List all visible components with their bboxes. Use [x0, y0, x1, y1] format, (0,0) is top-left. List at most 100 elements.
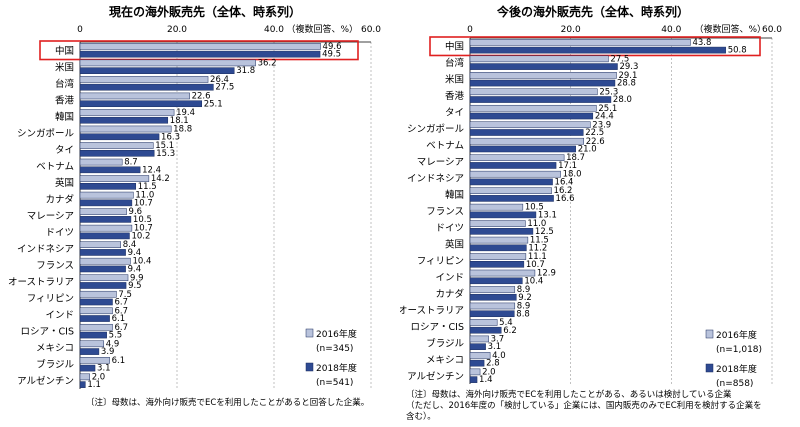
- value-label-2016: 18.8: [173, 125, 192, 135]
- category-label: アルゼンチン: [407, 370, 464, 382]
- value-label-2018: 31.8: [236, 66, 255, 76]
- bar-2016: [469, 269, 536, 277]
- category-label: 台湾: [445, 57, 465, 69]
- bar-2018: [469, 162, 557, 169]
- bar-2016: [469, 302, 516, 310]
- bar-2016: [469, 39, 691, 46]
- current-sales-chart: 現在の海外販売先（全体、時系列） （複数回答、%） 0 20.0 40.0 60.0 中国 4…: [8, 4, 381, 390]
- bar-2018: [79, 133, 160, 141]
- legend-label-2016: 2016年度: [316, 328, 357, 340]
- bar-2016: [469, 187, 552, 194]
- value-label-2016: 5.4: [499, 318, 513, 328]
- bar-2018: [79, 166, 141, 174]
- category-label: 中国: [55, 45, 74, 57]
- value-label-2016: 14.2: [151, 174, 170, 184]
- unit-label: （複数回答、%）: [286, 23, 358, 35]
- bar-2018: [79, 381, 86, 388]
- value-label-2018: 15.3: [156, 149, 175, 159]
- value-label-2016: 26.4: [210, 75, 229, 85]
- value-label-2016: 18.0: [563, 170, 582, 180]
- bar-2018: [79, 364, 96, 372]
- category-label: 韓国: [445, 190, 464, 201]
- bar-2018: [469, 46, 726, 54]
- bar-2018: [79, 116, 169, 124]
- bar-2016: [79, 224, 133, 232]
- bar-2018: [469, 112, 594, 120]
- x-tick-label: 20.0: [561, 25, 581, 35]
- category-label: カナダ: [45, 193, 74, 205]
- category-label: インド: [45, 310, 74, 321]
- category-label: メキシコ: [36, 343, 74, 354]
- value-label-2018: 16.3: [161, 132, 180, 142]
- bar-2016: [79, 191, 134, 199]
- footnote-future-line: 〔注〕母数は、海外向け販売でECを利用したことがある、あるいは検討している企業: [406, 390, 732, 400]
- value-label-2016: 6.7: [114, 323, 128, 333]
- value-label-2016: 27.5: [610, 54, 629, 64]
- value-label-2018: 17.1: [558, 161, 577, 171]
- value-label-2016: 43.8: [692, 38, 711, 48]
- value-label-2016: 15.1: [155, 141, 174, 151]
- category-label: 香港: [55, 94, 75, 106]
- value-label-2018: 9.5: [128, 281, 142, 291]
- category-label: ブラジル: [426, 337, 464, 349]
- value-label-2018: 24.4: [595, 112, 614, 122]
- value-label-2018: 10.5: [133, 215, 152, 225]
- value-label-2016: 6.7: [114, 306, 128, 316]
- bar-2018: [469, 145, 576, 153]
- bar-2018: [469, 343, 486, 350]
- category-label: オーストラリア: [400, 305, 464, 316]
- value-label-2018: 6.7: [114, 298, 128, 308]
- category-label: フィリピン: [417, 256, 464, 267]
- category-label: インド: [435, 272, 464, 283]
- value-label-2016: 8.9: [517, 302, 531, 312]
- bar-2016: [79, 340, 105, 348]
- bar-2018: [79, 265, 126, 273]
- value-label-2016: 8.9: [517, 285, 531, 295]
- bar-2018: [79, 348, 100, 355]
- bar-2018: [79, 331, 107, 339]
- value-label-2018: 13.1: [538, 210, 557, 220]
- category-label: タイ: [55, 145, 74, 156]
- legend-swatch-2016: [705, 329, 714, 339]
- value-label-2016: 25.1: [598, 104, 617, 114]
- value-label-2016: 22.6: [192, 92, 211, 102]
- bar-2018: [469, 79, 616, 87]
- bar-2016: [469, 170, 561, 178]
- bar-2016: [79, 158, 123, 166]
- bar-2016: [469, 286, 516, 293]
- highlight-box: [39, 40, 359, 61]
- value-label-2016: 49.6: [323, 42, 342, 52]
- bar-2018: [79, 183, 137, 190]
- value-label-2018: 1.4: [479, 375, 493, 385]
- value-label-2016: 11.0: [527, 219, 546, 229]
- footnote-future-line: 含む）。: [406, 412, 436, 422]
- bar-2018: [79, 149, 155, 157]
- bar-2016: [79, 323, 113, 331]
- value-label-2018: 11.2: [528, 243, 547, 253]
- category-label: ロシア・CIS: [411, 322, 464, 333]
- bar-2018: [469, 96, 612, 103]
- value-label-2016: 9.6: [129, 207, 143, 217]
- category-label: アルゼンチン: [17, 375, 74, 387]
- bar-2016: [79, 241, 121, 248]
- bar-2016: [469, 220, 526, 227]
- bar-2018: [79, 216, 132, 223]
- value-label-2016: 8.4: [123, 240, 137, 250]
- value-label-2018: 9.2: [518, 293, 532, 303]
- bar-2018: [469, 359, 485, 367]
- value-label-2018: 6.1: [112, 314, 126, 324]
- category-label: タイ: [445, 108, 464, 119]
- bar-2016: [469, 253, 527, 260]
- bar-2018: [469, 178, 553, 186]
- bar-2016: [469, 55, 609, 63]
- legend-label-2016: 2016年度: [716, 329, 757, 341]
- value-label-2018: 12.4: [142, 165, 161, 175]
- bar-2016: [469, 154, 565, 161]
- x-tick-label: 40.0: [264, 25, 284, 35]
- category-label: インドネシア: [407, 174, 464, 185]
- value-label-2016: 22.6: [586, 137, 605, 147]
- x-tick-label: 0: [77, 25, 83, 35]
- bar-2018: [79, 232, 130, 240]
- value-label-2018: 5.5: [109, 331, 123, 341]
- category-label: 香港: [445, 90, 465, 102]
